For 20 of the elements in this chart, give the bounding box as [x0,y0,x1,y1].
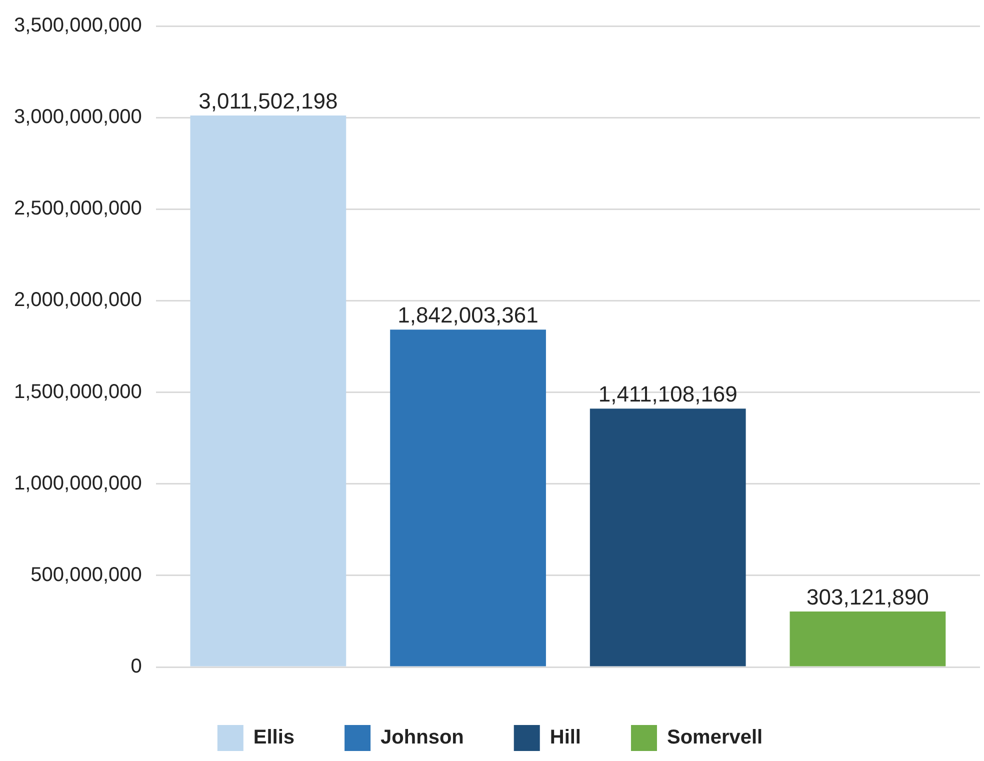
y-tick-label: 3,000,000,000 [14,106,142,128]
bar [390,330,546,666]
y-tick-label: 1,500,000,000 [14,380,142,403]
legend-label: Ellis [253,726,295,749]
y-tick-label: 2,000,000,000 [14,289,142,312]
data-label: 1,411,108,169 [598,382,738,407]
y-tick-label: 1,000,000,000 [14,472,142,494]
bar [790,611,946,666]
data-label: 3,011,502,198 [198,88,338,114]
data-label: 303,121,890 [806,584,929,610]
bar [190,115,346,666]
y-tick-label: 500,000,000 [30,564,142,586]
y-tick-label: 3,500,000,000 [14,14,142,37]
legend-label: Johnson [380,726,464,749]
data-label: 1,842,003,361 [398,302,538,328]
y-tick-label: 0 [130,656,142,678]
legend-label: Hill [550,726,581,749]
y-tick-label: 2,500,000,000 [14,198,142,220]
legend-label: Somervell [666,726,763,749]
bar [590,408,746,666]
